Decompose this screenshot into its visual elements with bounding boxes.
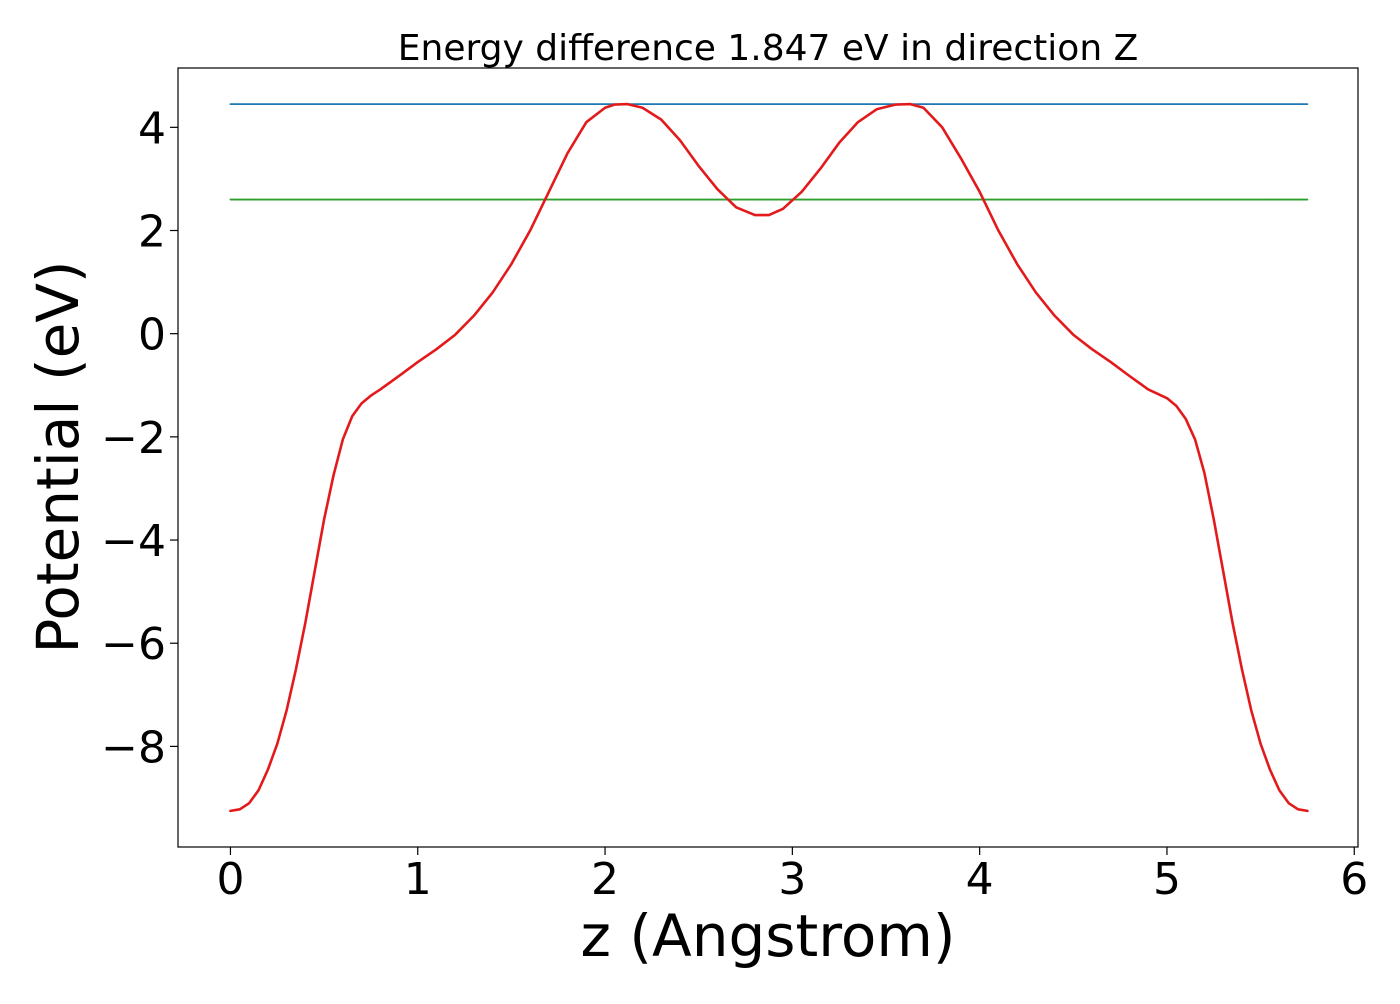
x-tick-label: 4: [966, 854, 994, 905]
y-tick-label: 0: [138, 310, 166, 361]
series-line-2: [229, 102, 1309, 813]
y-tick-label: −8: [101, 722, 166, 773]
y-tick-label: 4: [138, 103, 166, 154]
x-axis-label: z (Angstrom): [581, 902, 956, 970]
x-tick-label: 2: [591, 854, 619, 905]
chart-title: Energy difference 1.847 eV in direction …: [398, 28, 1139, 69]
x-tick-label: 1: [404, 854, 432, 905]
x-tick-label: 3: [778, 854, 806, 905]
x-tick-label: 5: [1153, 854, 1181, 905]
y-tick-label: −4: [101, 516, 166, 567]
y-tick-label: −2: [101, 413, 166, 464]
series-layer: [229, 102, 1309, 813]
x-tick-label: 6: [1340, 854, 1368, 905]
x-tick-label: 0: [216, 854, 244, 905]
x-axis-ticks: 0 1 2 3 4 5 6: [216, 847, 1368, 905]
y-axis-label: Potential (eV): [24, 260, 92, 653]
y-axis-ticks: −8 −6 −4 −2 0 2 4: [101, 103, 178, 773]
plot-frame: [177, 67, 1359, 848]
y-tick-label: −6: [101, 619, 166, 670]
y-tick-label: 2: [138, 207, 166, 258]
